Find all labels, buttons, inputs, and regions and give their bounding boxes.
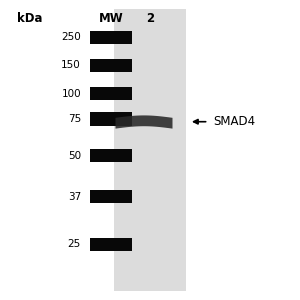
Text: 50: 50 [68, 151, 81, 160]
Text: 75: 75 [68, 114, 81, 124]
Bar [90, 59, 132, 72]
Text: 100: 100 [61, 88, 81, 99]
Bar [90, 87, 132, 100]
Bar [114, 9, 186, 291]
Bar [90, 238, 132, 251]
Text: 25: 25 [68, 239, 81, 250]
Text: MW: MW [99, 12, 123, 26]
Bar [90, 31, 132, 44]
Text: 250: 250 [61, 32, 81, 42]
Text: SMAD4: SMAD4 [213, 115, 255, 128]
Text: 2: 2 [146, 12, 154, 26]
Bar [90, 149, 132, 162]
Bar [90, 190, 132, 203]
Bar [90, 112, 132, 126]
Text: 37: 37 [68, 191, 81, 202]
PathPatch shape [116, 116, 172, 129]
Text: kDa: kDa [17, 12, 43, 26]
Text: 150: 150 [61, 60, 81, 70]
